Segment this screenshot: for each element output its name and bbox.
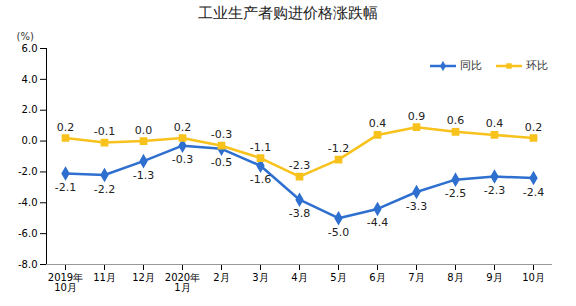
html-text:同比: 同比: [460, 59, 482, 72]
svg-text:6月: 6月: [369, 272, 385, 283]
svg-text:0.0: 0.0: [135, 124, 153, 137]
svg-text:0.9: 0.9: [408, 110, 426, 123]
svg-text:-0.5: -0.5: [211, 156, 232, 169]
svg-text:(%): (%): [17, 31, 34, 42]
svg-text:9月: 9月: [486, 272, 502, 283]
svg-text:4.0: 4.0: [22, 74, 38, 85]
html-text:环比: 环比: [526, 59, 548, 72]
svg-text:0.2: 0.2: [174, 121, 192, 134]
svg-text:-5.0: -5.0: [328, 226, 349, 239]
svg-text:0.2: 0.2: [525, 121, 543, 134]
svg-text:-0.3: -0.3: [172, 153, 193, 166]
svg-text:-1.6: -1.6: [250, 173, 271, 186]
svg-text:-3.3: -3.3: [406, 200, 427, 213]
svg-text:0.4: 0.4: [369, 117, 387, 130]
svg-text:-0.1: -0.1: [94, 125, 115, 138]
svg-text:0.0: 0.0: [22, 135, 38, 146]
svg-text:-6.0: -6.0: [18, 228, 38, 239]
svg-text:2020年1月: 2020年1月: [165, 272, 200, 293]
svg-text:0.6: 0.6: [447, 114, 465, 127]
svg-text:6.0: 6.0: [22, 43, 38, 54]
svg-text:-2.4: -2.4: [523, 186, 544, 199]
svg-text:-1.2: -1.2: [328, 142, 349, 155]
svg-text:4月: 4月: [291, 272, 307, 283]
svg-text:7月: 7月: [408, 272, 424, 283]
svg-text:0.4: 0.4: [486, 117, 504, 130]
svg-text:-4.4: -4.4: [367, 216, 388, 229]
svg-text:-2.2: -2.2: [94, 183, 115, 196]
svg-text:8月: 8月: [447, 272, 463, 283]
svg-text:12月: 12月: [132, 272, 155, 283]
svg-text:3月: 3月: [252, 272, 268, 283]
html-text:工业生产者购进价格涨跌幅: 工业生产者购进价格涨跌幅: [198, 4, 378, 22]
svg-text:0.2: 0.2: [57, 121, 75, 134]
svg-text:5月: 5月: [330, 272, 346, 283]
svg-text:2019年10月: 2019年10月: [48, 272, 83, 293]
svg-text:-4.0: -4.0: [18, 197, 38, 208]
svg-text:-2.1: -2.1: [55, 181, 76, 194]
svg-text:11月: 11月: [93, 272, 116, 283]
svg-text:-2.3: -2.3: [289, 159, 310, 172]
svg-text:-3.8: -3.8: [289, 207, 310, 220]
svg-text:2月: 2月: [213, 272, 229, 283]
svg-text:-1.1: -1.1: [250, 141, 271, 154]
svg-text:-1.3: -1.3: [133, 169, 154, 182]
svg-text:-2.0: -2.0: [18, 166, 38, 177]
svg-text:-2.5: -2.5: [445, 187, 466, 200]
svg-text:10月: 10月: [522, 272, 545, 283]
svg-text:-0.3: -0.3: [211, 128, 232, 141]
svg-text:-2.3: -2.3: [484, 184, 505, 197]
svg-text:2.0: 2.0: [22, 104, 38, 115]
svg-text:-8.0: -8.0: [18, 259, 38, 270]
